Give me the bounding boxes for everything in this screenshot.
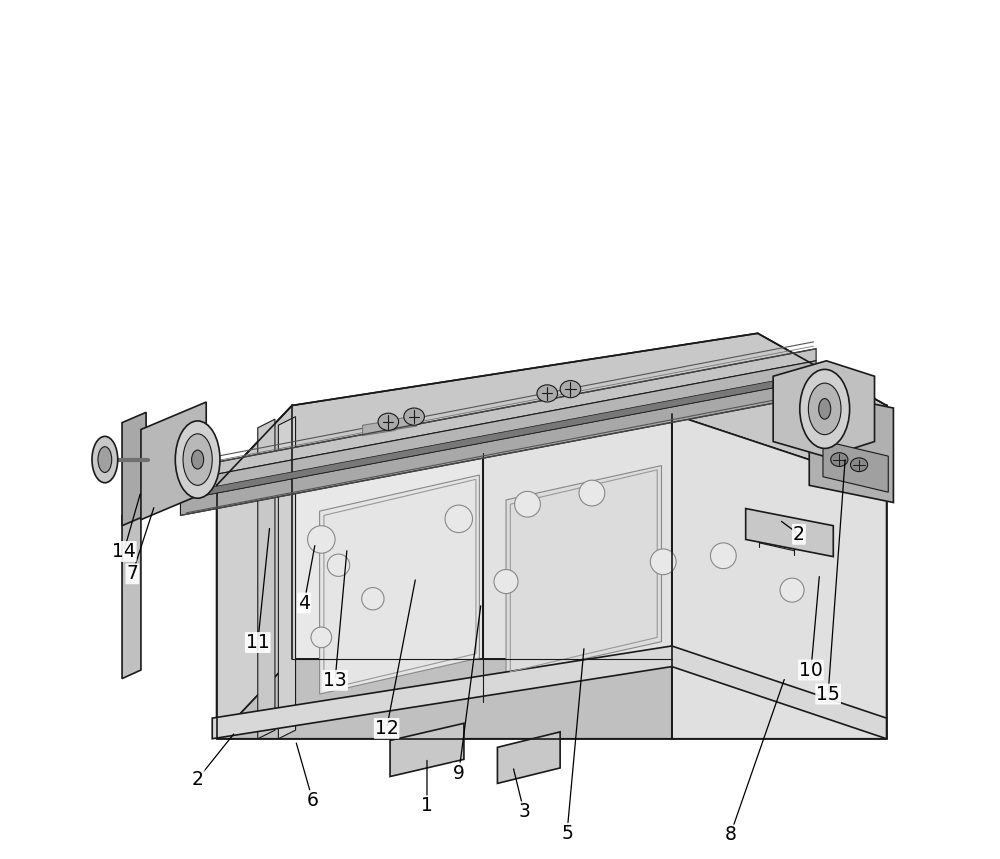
Circle shape	[780, 578, 804, 602]
Polygon shape	[180, 361, 816, 500]
Ellipse shape	[98, 447, 112, 472]
Polygon shape	[506, 466, 661, 676]
Text: 9: 9	[453, 764, 465, 783]
Text: 2: 2	[192, 770, 204, 789]
Polygon shape	[180, 349, 816, 481]
Polygon shape	[384, 416, 417, 431]
Polygon shape	[122, 412, 146, 526]
Circle shape	[494, 570, 518, 594]
Circle shape	[579, 480, 605, 506]
Polygon shape	[217, 405, 292, 739]
Circle shape	[445, 505, 473, 533]
Polygon shape	[320, 475, 479, 694]
Polygon shape	[809, 391, 893, 503]
Text: 12: 12	[375, 719, 398, 738]
Polygon shape	[672, 414, 887, 739]
Ellipse shape	[560, 381, 581, 398]
Ellipse shape	[819, 399, 831, 419]
Text: 4: 4	[298, 594, 310, 612]
Polygon shape	[141, 402, 206, 520]
Ellipse shape	[92, 436, 118, 483]
Polygon shape	[278, 417, 296, 739]
Circle shape	[308, 526, 335, 553]
Text: 10: 10	[799, 661, 823, 679]
Text: 3: 3	[518, 802, 530, 821]
Ellipse shape	[800, 369, 850, 448]
Text: 13: 13	[323, 671, 347, 690]
Ellipse shape	[537, 385, 558, 402]
Ellipse shape	[378, 413, 399, 430]
Circle shape	[515, 491, 540, 517]
Ellipse shape	[175, 421, 220, 498]
Text: 2: 2	[793, 525, 805, 544]
Text: 14: 14	[112, 542, 136, 561]
Polygon shape	[363, 420, 395, 436]
Circle shape	[650, 549, 676, 575]
Circle shape	[327, 554, 350, 576]
Circle shape	[710, 543, 736, 569]
Ellipse shape	[404, 408, 424, 425]
Polygon shape	[390, 723, 464, 777]
Text: 7: 7	[126, 564, 138, 583]
Polygon shape	[180, 380, 816, 515]
Text: 15: 15	[816, 685, 840, 704]
Text: 1: 1	[421, 796, 433, 815]
Ellipse shape	[192, 450, 204, 469]
Text: 6: 6	[307, 791, 319, 810]
Text: 11: 11	[246, 633, 270, 652]
Polygon shape	[122, 507, 141, 679]
Text: 5: 5	[561, 824, 573, 843]
Circle shape	[362, 588, 384, 610]
Polygon shape	[180, 373, 816, 500]
Polygon shape	[212, 646, 887, 739]
Polygon shape	[823, 441, 888, 492]
Polygon shape	[217, 333, 887, 485]
Polygon shape	[497, 732, 560, 783]
Circle shape	[311, 627, 332, 648]
Ellipse shape	[808, 383, 841, 435]
Polygon shape	[258, 419, 275, 739]
Text: 8: 8	[724, 825, 736, 844]
Polygon shape	[292, 453, 483, 739]
Polygon shape	[217, 659, 672, 739]
Ellipse shape	[850, 458, 868, 472]
Polygon shape	[746, 509, 833, 557]
Polygon shape	[773, 361, 875, 457]
Ellipse shape	[183, 434, 212, 485]
Polygon shape	[483, 414, 672, 702]
Ellipse shape	[831, 453, 848, 466]
